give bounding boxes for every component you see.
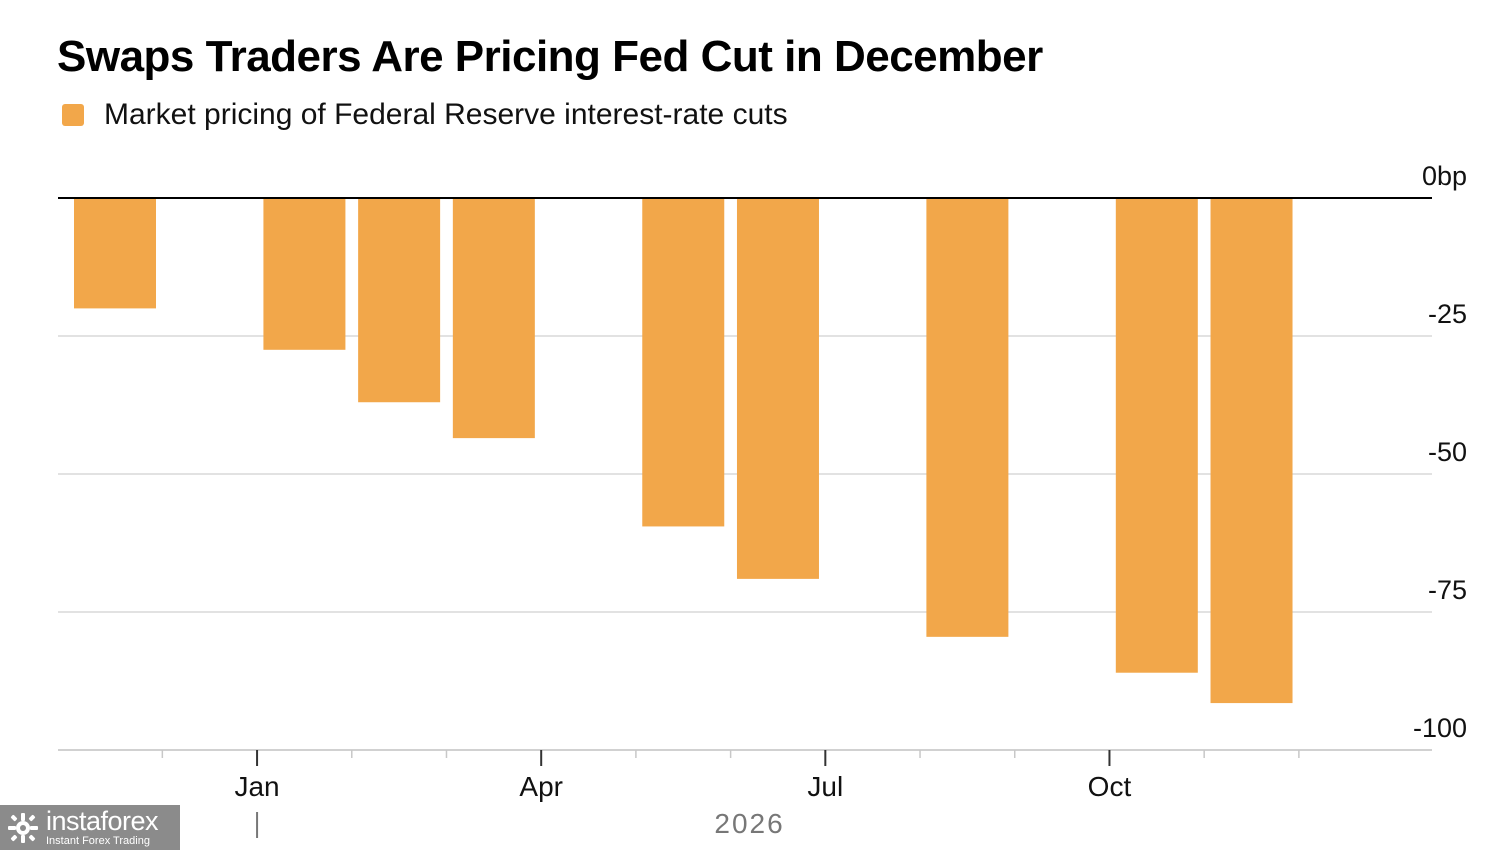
- bar: [926, 198, 1009, 637]
- chart-title: Swaps Traders Are Pricing Fed Cut in Dec…: [57, 32, 1043, 81]
- bar: [1115, 198, 1198, 673]
- y-tick-label: -75: [1428, 575, 1467, 605]
- bar: [263, 198, 346, 350]
- x-tick-label: Apr: [519, 771, 563, 802]
- y-tick-label: 0bp: [1422, 161, 1467, 191]
- y-tick-label: -100: [1413, 713, 1467, 743]
- bar: [74, 198, 156, 309]
- x-tick-label: Jan: [234, 771, 279, 802]
- legend-label: Market pricing of Federal Reserve intere…: [104, 98, 788, 131]
- bar: [642, 198, 725, 527]
- bar: [736, 198, 819, 579]
- y-tick-label: -50: [1428, 437, 1467, 467]
- year-label: 2026: [714, 808, 784, 839]
- bar: [358, 198, 441, 403]
- watermark-brand: instaforex: [46, 806, 159, 836]
- x-tick-label: Jul: [807, 771, 843, 802]
- y-tick-label: -25: [1428, 299, 1467, 329]
- watermark-tagline: Instant Forex Trading: [46, 835, 150, 847]
- x-tick-label: Oct: [1088, 771, 1132, 802]
- instaforex-logo-icon: [8, 812, 38, 843]
- legend: Market pricing of Federal Reserve intere…: [62, 98, 788, 132]
- legend-swatch: [62, 104, 84, 126]
- watermark: instaforex Instant Forex Trading: [0, 805, 180, 850]
- bar: [452, 198, 535, 439]
- bar: [1210, 198, 1293, 704]
